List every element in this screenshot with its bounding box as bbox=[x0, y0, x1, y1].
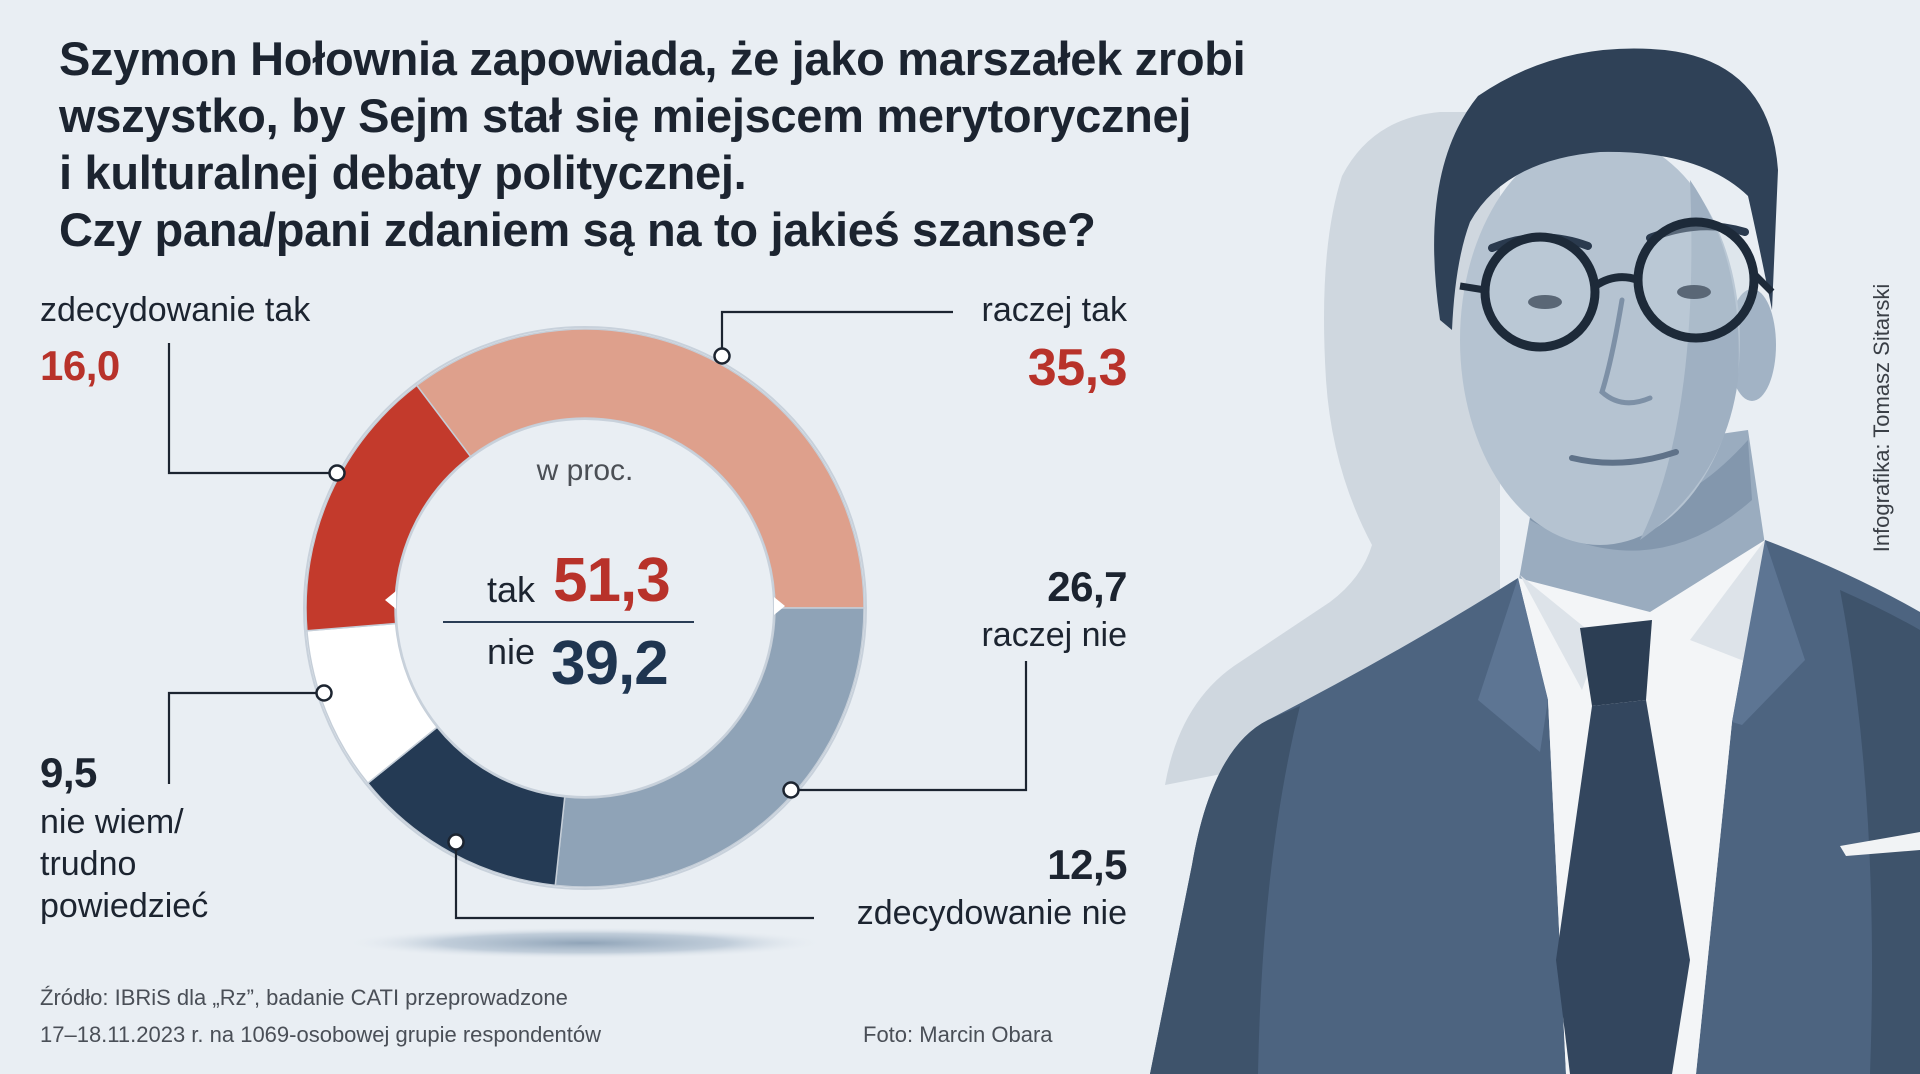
eye-left bbox=[1528, 295, 1562, 309]
portrait-photo bbox=[1150, 48, 1920, 1074]
chart-title: Szymon Hołownia zapowiada, że jako marsz… bbox=[59, 30, 1246, 258]
leader-dot-raczej-nie bbox=[782, 781, 800, 799]
chart-title-line-1: Szymon Hołownia zapowiada, że jako marsz… bbox=[59, 32, 1246, 85]
chart-title-line-2: wszystko, by Sejm stał się miejscem mery… bbox=[59, 89, 1192, 142]
summary-tak-label: tak bbox=[486, 569, 535, 610]
tie-knot bbox=[1580, 620, 1652, 706]
leader-line-raczej-tak bbox=[720, 310, 953, 356]
donut-outer-outline bbox=[303, 326, 867, 890]
label-raczej-nie: raczej nie bbox=[981, 616, 1127, 654]
glasses bbox=[1459, 217, 1775, 352]
leader-dot-raczej-tak bbox=[713, 347, 731, 365]
suit-shading-right bbox=[1840, 590, 1920, 1074]
lapel-left bbox=[1478, 578, 1548, 752]
leader-dot-zdecydowanie-tak bbox=[328, 464, 346, 482]
value-zdecydowanie-tak: 16,0 bbox=[40, 342, 120, 389]
face-shading bbox=[1640, 180, 1739, 540]
tak-nie-marker-left bbox=[385, 591, 396, 609]
infographic-credit: Infografika: Tomasz Sitarski bbox=[1869, 284, 1894, 553]
leader-dot-zdecydowanie-nie bbox=[447, 833, 465, 851]
tie bbox=[1556, 700, 1690, 1074]
photo-shadow bbox=[1165, 112, 1500, 785]
summary-nie-value: 39,2 bbox=[551, 629, 669, 698]
label-raczej-tak: raczej tak bbox=[981, 291, 1128, 329]
photo-credit: Foto: Marcin Obara bbox=[863, 1022, 1053, 1047]
nose bbox=[1599, 297, 1653, 406]
mouth bbox=[1569, 449, 1679, 466]
value-raczej-tak: 35,3 bbox=[1027, 339, 1128, 397]
value-nie-wiem: 9,5 bbox=[40, 749, 97, 796]
source-line-1: Źródło: IBRiS dla „Rz”, badanie CATI prz… bbox=[40, 985, 568, 1010]
value-raczej-nie: 26,7 bbox=[1047, 563, 1127, 610]
donut-shadow bbox=[345, 927, 825, 959]
chart-title-line-4: Czy pana/pani zdaniem są na to jakieś sz… bbox=[59, 203, 1096, 256]
pocket-square bbox=[1840, 832, 1920, 856]
leader-dot-nie-wiem bbox=[315, 684, 333, 702]
value-zdecydowanie-nie: 12,5 bbox=[1047, 841, 1127, 888]
summary-nie-label: nie bbox=[486, 631, 535, 672]
label-zdecydowanie-nie: zdecydowanie nie bbox=[856, 894, 1127, 932]
leader-line-zdecydowanie-tak bbox=[167, 343, 337, 475]
shirt-collar-left bbox=[1520, 575, 1600, 690]
unit-label: w proc. bbox=[536, 454, 634, 487]
shirt-collar-right bbox=[1690, 540, 1765, 668]
hair bbox=[1434, 48, 1778, 330]
label-nie-wiem: nie wiem/ trudno powiedzieć bbox=[40, 803, 209, 925]
summary-tak-value: 51,3 bbox=[553, 546, 671, 615]
tak-nie-marker-right bbox=[774, 597, 785, 615]
suit-shading-left bbox=[1150, 706, 1300, 1074]
eye-right bbox=[1677, 285, 1711, 299]
leader-line-nie-wiem bbox=[167, 691, 324, 784]
donut-chart bbox=[305, 328, 865, 888]
lapel-right bbox=[1732, 540, 1805, 725]
chart-title-line-3: i kulturalnej debaty politycznej. bbox=[59, 146, 747, 199]
leader-line-zdecydowanie-nie bbox=[454, 842, 814, 920]
label-zdecydowanie-tak: zdecydowanie tak bbox=[40, 291, 311, 329]
leader-line-raczej-nie bbox=[791, 661, 1028, 792]
source-line-2: 17–18.11.2023 r. na 1069-osobowej grupie… bbox=[40, 1022, 602, 1047]
